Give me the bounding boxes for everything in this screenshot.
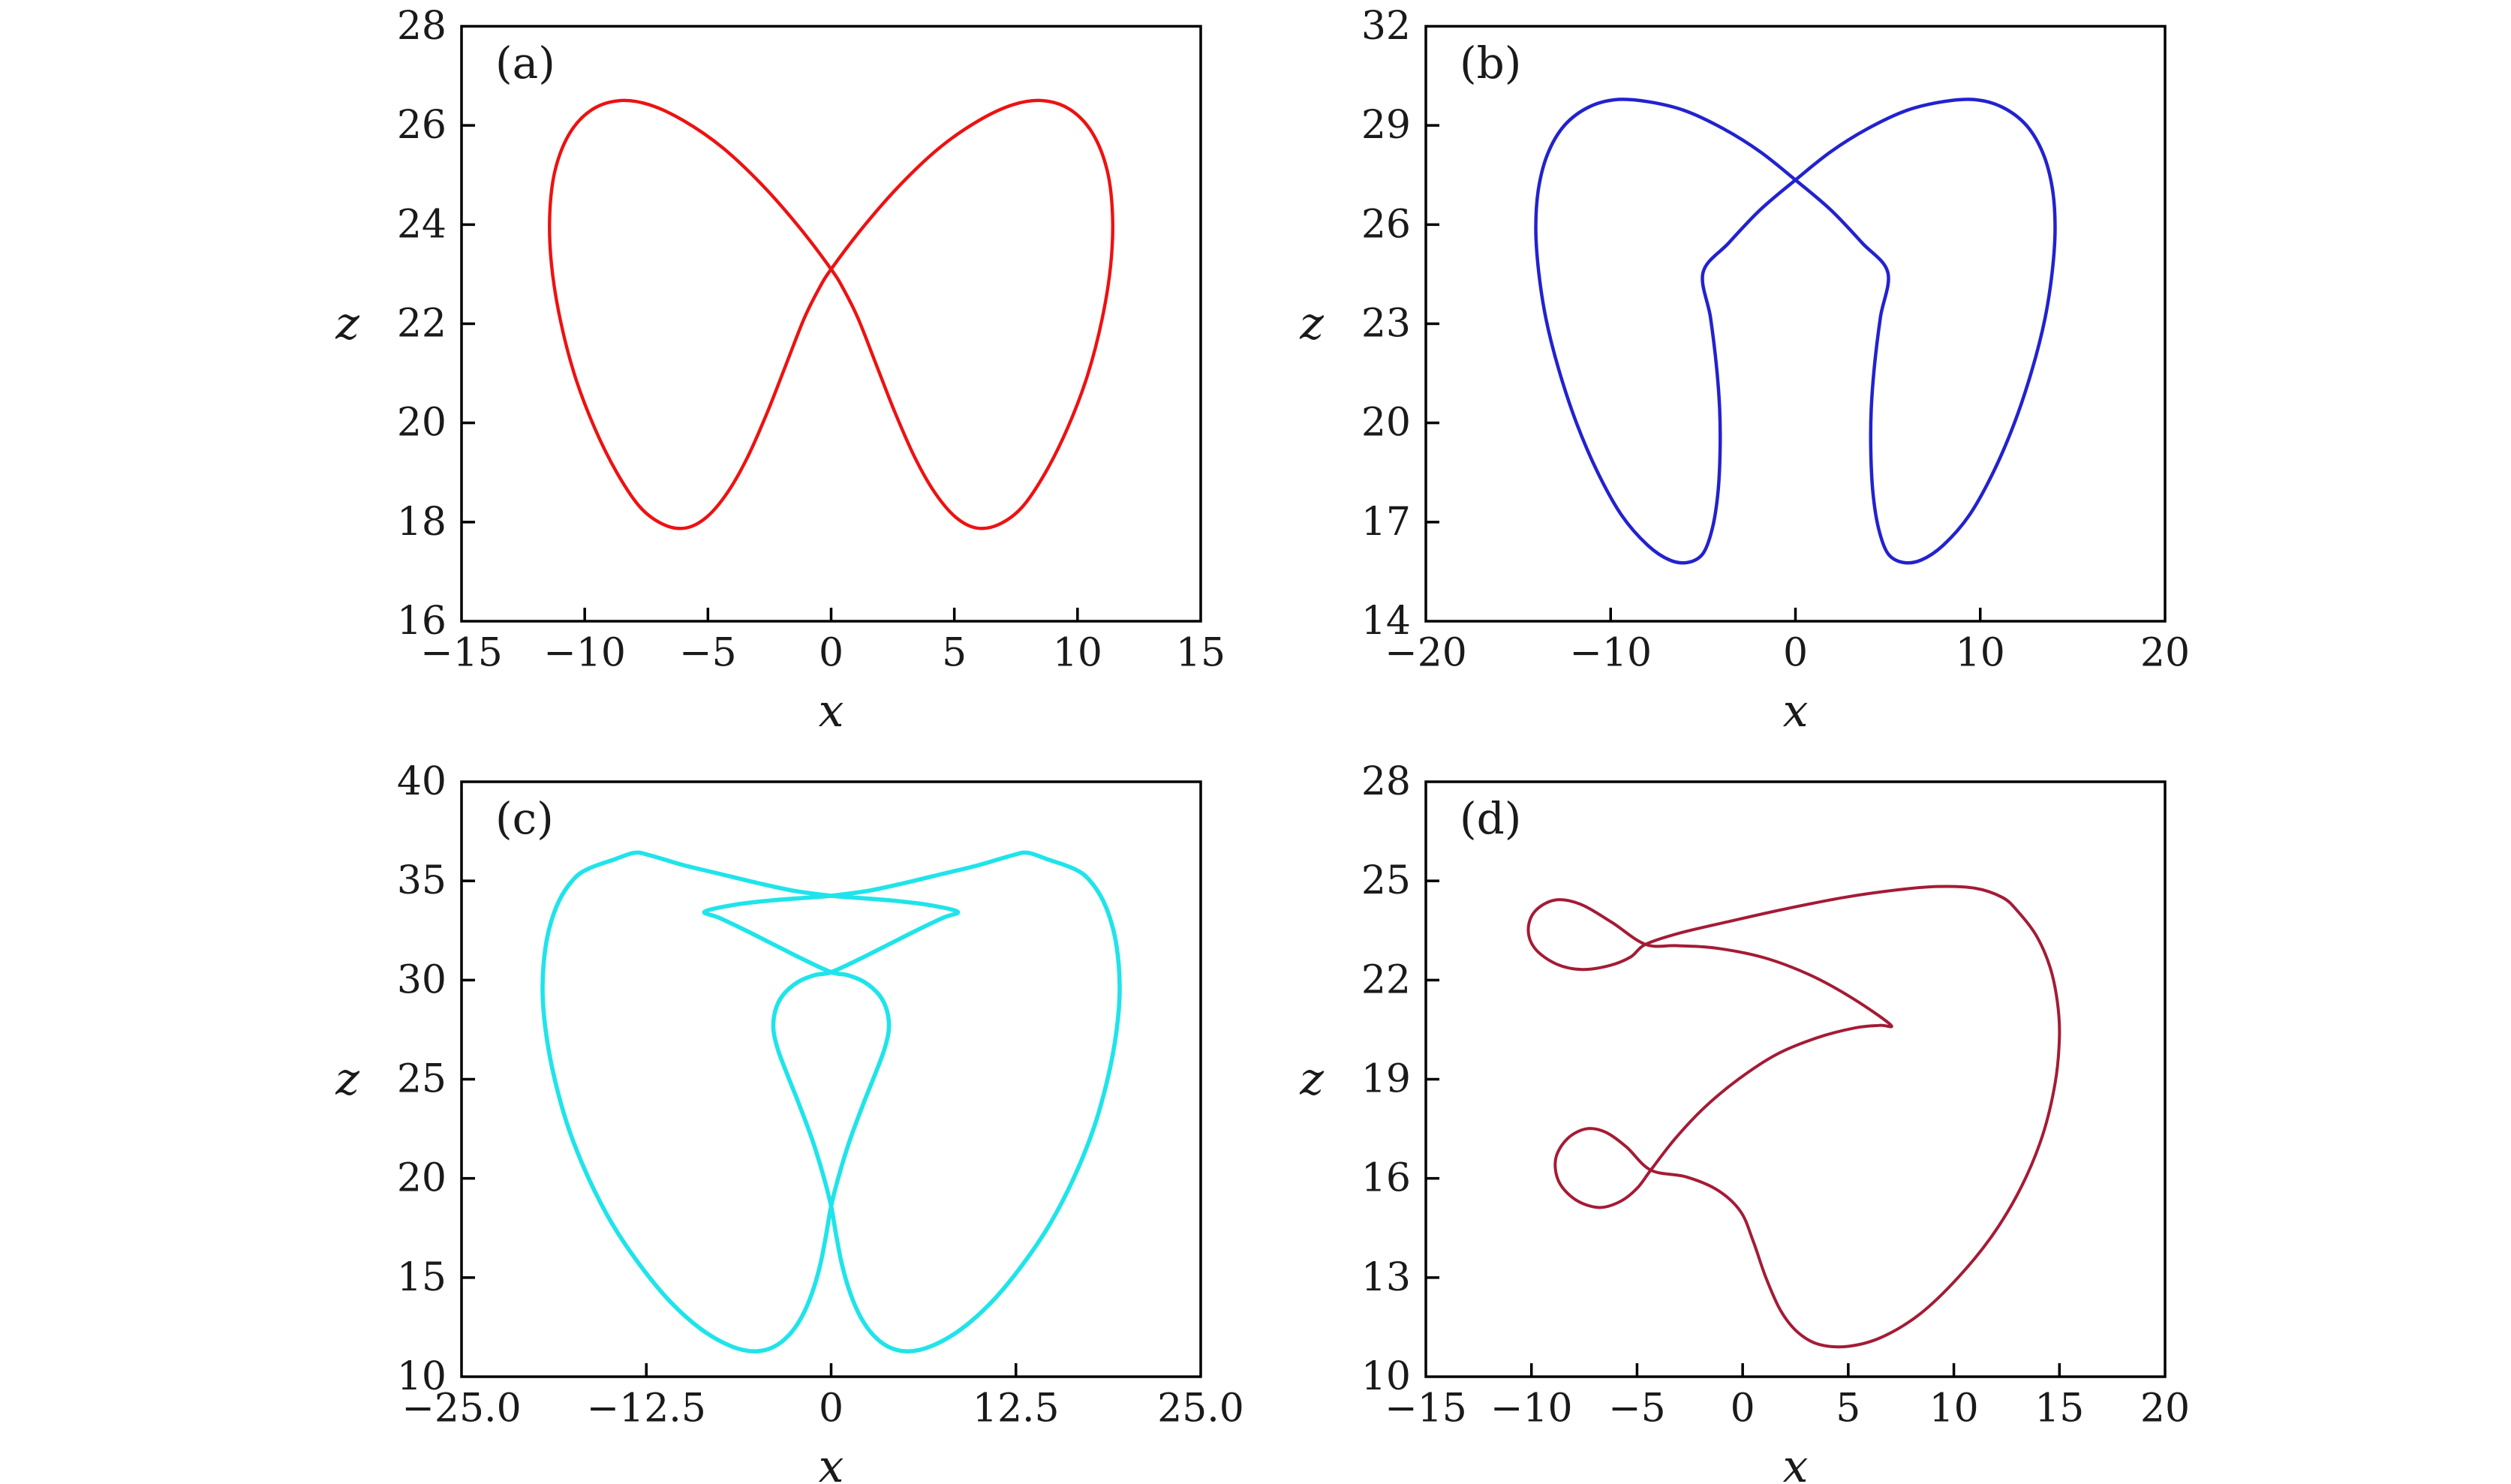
x-tick-label: −5 xyxy=(679,631,737,676)
y-tick-label: 22 xyxy=(397,302,447,347)
x-tick-label: −25.0 xyxy=(401,1386,521,1431)
x-axis-title: x xyxy=(1783,685,1809,737)
y-tick-label: 24 xyxy=(397,202,447,247)
x-tick-label: 12.5 xyxy=(973,1386,1060,1431)
y-axis-title: z xyxy=(335,1053,359,1106)
y-tick-label: 32 xyxy=(1361,4,1411,49)
orbit-curve-c xyxy=(540,850,1122,1353)
y-tick-label: 26 xyxy=(397,103,447,148)
y-tick-label: 14 xyxy=(1361,599,1411,644)
x-tick-label: 0 xyxy=(1731,1386,1755,1431)
x-tick-label: −15 xyxy=(420,631,503,676)
x-axis-title: x xyxy=(819,1440,844,1484)
x-tick-label: −5 xyxy=(1608,1386,1666,1431)
y-tick-label: 10 xyxy=(397,1354,447,1399)
y-axis-title: z xyxy=(335,298,359,350)
x-tick-label: 0 xyxy=(1783,631,1808,676)
panel-a: 16 18 20 22 24 26 28 −15 −10 −5 0 5 10 15 x z (a) xyxy=(335,4,1225,737)
y-tick-label: 26 xyxy=(1361,202,1411,247)
y-tick-label: 35 xyxy=(397,858,447,903)
y-tick-label: 20 xyxy=(397,401,447,446)
x-tick-label: 15 xyxy=(2034,1386,2084,1431)
axes-frame xyxy=(1424,25,2167,623)
x-tick-label: 10 xyxy=(1053,631,1102,676)
x-axis-title: x xyxy=(819,685,844,737)
x-tick-label: 15 xyxy=(1176,631,1225,676)
y-tick-label: 23 xyxy=(1361,302,1411,347)
y-tick-label: 25 xyxy=(1361,858,1411,903)
x-tick-label: 20 xyxy=(2140,1386,2190,1431)
panel-letter: (b) xyxy=(1460,38,1521,89)
panel-letter: (a) xyxy=(495,38,555,89)
y-tick-label: 17 xyxy=(1361,500,1411,545)
x-tick-label: −12.5 xyxy=(587,1386,706,1431)
x-tick-label: −10 xyxy=(1490,1386,1573,1431)
y-tick-label: 28 xyxy=(1361,759,1411,804)
panel-letter: (c) xyxy=(495,793,554,844)
orbit-curve-a xyxy=(548,98,1114,530)
y-tick-label: 40 xyxy=(397,759,447,804)
y-tick-label: 13 xyxy=(1361,1255,1411,1300)
axes-frame xyxy=(460,780,1202,1378)
orbit-curve-b xyxy=(1534,98,2057,565)
x-tick-label: 20 xyxy=(2140,631,2190,676)
orbit-curve-d xyxy=(1526,885,2061,1349)
y-tick-label: 25 xyxy=(397,1057,447,1102)
y-tick-label: 28 xyxy=(397,4,447,49)
x-tick-label: 5 xyxy=(1836,1386,1860,1431)
y-tick-label: 20 xyxy=(397,1156,447,1201)
x-tick-label: 10 xyxy=(1929,1386,1978,1431)
panel-d: 10 13 16 19 22 25 28 −15 −10 −5 0 5 10 15 20 x z (d) xyxy=(1299,759,2190,1484)
y-tick-label: 29 xyxy=(1361,103,1411,148)
x-tick-label: −10 xyxy=(1569,631,1652,676)
y-tick-label: 10 xyxy=(1361,1354,1411,1399)
y-tick-label: 30 xyxy=(397,957,447,1002)
x-tick-label: 0 xyxy=(819,1386,844,1431)
panel-c: 10 15 20 25 30 35 40 −25.0 −12.5 0 12.5 25.0 x z (c) xyxy=(335,759,1244,1484)
x-tick-label: 10 xyxy=(1956,631,2005,676)
axes-frame xyxy=(1424,780,2167,1378)
y-tick-label: 19 xyxy=(1361,1057,1411,1102)
y-tick-label: 18 xyxy=(397,500,447,545)
x-tick-label: 25.0 xyxy=(1157,1386,1244,1431)
y-tick-label: 15 xyxy=(397,1255,447,1300)
y-axis-title: z xyxy=(1299,298,1324,350)
x-tick-label: 0 xyxy=(819,631,844,676)
panel-b: 14 17 20 23 26 29 32 −20 −10 0 10 20 x z (b) xyxy=(1299,4,2190,737)
y-tick-label: 22 xyxy=(1361,957,1411,1002)
x-axis-title: x xyxy=(1783,1440,1809,1484)
y-tick-label: 16 xyxy=(1361,1156,1411,1201)
x-tick-label: −10 xyxy=(543,631,626,676)
x-tick-label: 5 xyxy=(942,631,967,676)
x-tick-label: −15 xyxy=(1385,1386,1467,1431)
y-tick-label: 20 xyxy=(1361,401,1411,446)
axes-frame xyxy=(460,25,1202,623)
panel-letter: (d) xyxy=(1460,793,1521,844)
x-tick-label: −20 xyxy=(1385,631,1467,676)
y-axis-title: z xyxy=(1299,1053,1324,1106)
y-tick-label: 16 xyxy=(397,599,447,644)
